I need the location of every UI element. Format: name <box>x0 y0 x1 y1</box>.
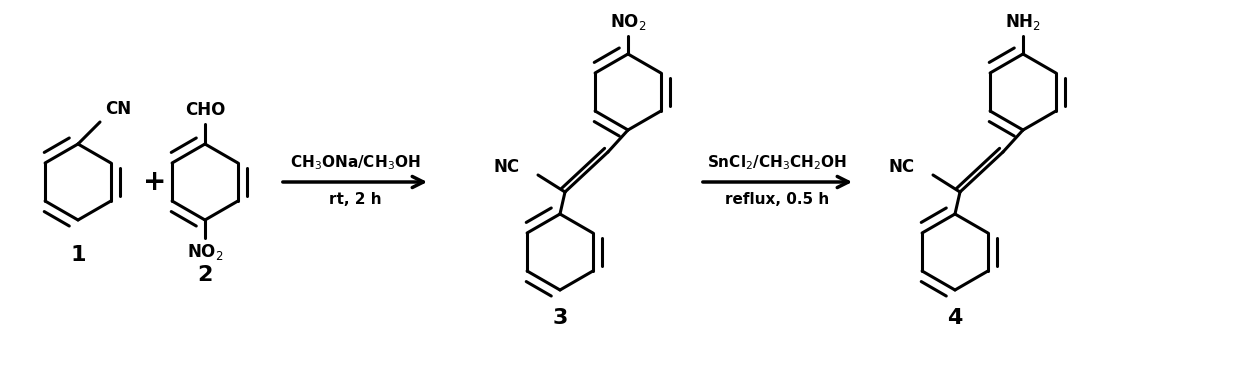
Text: +: + <box>144 168 166 196</box>
Text: NC: NC <box>494 158 520 176</box>
Text: reflux, 0.5 h: reflux, 0.5 h <box>725 192 830 207</box>
Text: rt, 2 h: rt, 2 h <box>329 192 382 207</box>
Text: 2: 2 <box>197 265 213 285</box>
Text: SnCl$_2$/CH$_3$CH$_2$OH: SnCl$_2$/CH$_3$CH$_2$OH <box>707 153 848 172</box>
Text: 1: 1 <box>71 245 86 265</box>
Text: 3: 3 <box>552 308 568 328</box>
Text: 4: 4 <box>947 308 962 328</box>
Text: CH$_3$ONa/CH$_3$OH: CH$_3$ONa/CH$_3$OH <box>290 153 420 172</box>
Text: CN: CN <box>105 100 131 118</box>
Text: NO$_2$: NO$_2$ <box>610 12 646 32</box>
Text: NC: NC <box>889 158 915 176</box>
Text: CHO: CHO <box>185 101 226 119</box>
Text: NO$_2$: NO$_2$ <box>187 242 223 262</box>
Text: NH$_2$: NH$_2$ <box>1006 12 1040 32</box>
